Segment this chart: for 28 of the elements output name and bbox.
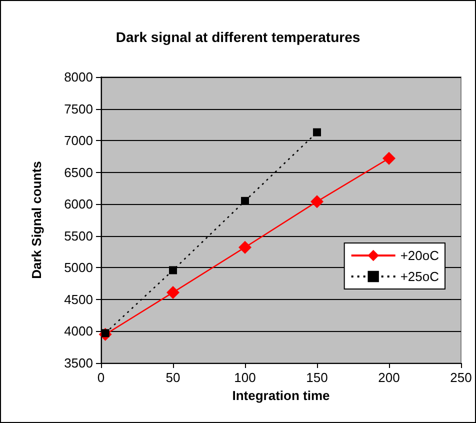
point [241, 196, 249, 205]
y-tick-label: 4500 [64, 292, 93, 307]
point [238, 240, 252, 254]
y-tick-label: 6500 [64, 164, 93, 180]
x-tick-label: 100 [234, 370, 256, 385]
x-tick-label: 200 [378, 370, 400, 385]
x-tick-label: 50 [166, 370, 180, 385]
legend-label: +25oC [400, 269, 439, 284]
y-tick-label: 7500 [64, 101, 93, 116]
y-tick-label: 7000 [64, 133, 93, 148]
point [166, 286, 180, 299]
point [310, 195, 324, 208]
y-tick-label: 5500 [64, 228, 93, 244]
point [169, 266, 177, 274]
point [313, 128, 321, 136]
x-tick-label: 250 [450, 370, 472, 385]
y-tick-label: 3500 [64, 356, 93, 370]
x-tick-label: 150 [306, 370, 328, 385]
y-tick-label: 8000 [64, 70, 93, 84]
legend-label: +20oC [400, 248, 439, 263]
y-axis-title: Dark Signal counts [29, 161, 44, 279]
x-axis-title: Integration time [232, 388, 330, 403]
point [382, 152, 396, 165]
chart-title: Dark signal at different temperatures [116, 29, 360, 45]
x-tick-label: 0 [97, 370, 105, 385]
y-tick-label: 6000 [64, 196, 93, 212]
y-tick-label: 4000 [64, 324, 93, 339]
y-tick-label: 5000 [64, 260, 93, 276]
